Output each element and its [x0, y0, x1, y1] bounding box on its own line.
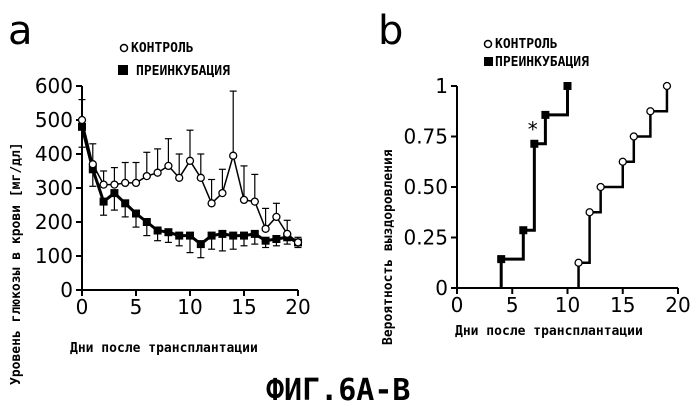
control-point — [122, 179, 129, 186]
legend-control-marker — [121, 45, 128, 52]
panel-b-y-tick-label: 0.75 — [403, 125, 448, 149]
preinc-point — [240, 232, 248, 240]
control-point — [619, 158, 626, 165]
preinc-point — [132, 210, 140, 218]
control-step-line — [579, 86, 667, 288]
preinc-point — [197, 240, 205, 248]
panel-a: a КОНТРОЛЬ ПРЕИНКУБАЦИЯ 0510152001002003… — [8, 8, 311, 385]
legend-b-control-marker — [485, 41, 492, 48]
legend-b-preinc-marker — [484, 57, 493, 66]
panel-a-y-tick-label: 200 — [35, 210, 73, 234]
panel-b-series — [497, 82, 670, 288]
preinc-point — [154, 227, 162, 235]
preinc-point — [497, 255, 505, 263]
preinc-point — [519, 226, 527, 234]
panel-b: b КОНТРОЛЬ ПРЕИНКУБАЦИЯ 0 5 10 15 20 0 0.25 0.5… — [378, 8, 691, 345]
preinc-point — [186, 232, 194, 240]
legend-control-label: КОНТРОЛЬ — [131, 41, 194, 56]
preinc-point — [541, 111, 549, 119]
control-point — [630, 133, 637, 140]
legend-b-control-label: КОНТРОЛЬ — [495, 37, 558, 52]
preinc-point — [251, 230, 259, 238]
panel-b-x-tick-label: 15 — [610, 293, 635, 317]
control-point — [575, 259, 582, 266]
control-point — [284, 230, 291, 237]
control-point — [165, 162, 172, 169]
panel-a-x-tick-label: 15 — [231, 295, 256, 319]
legend-b-preinc-label: ПРЕИНКУБАЦИЯ — [495, 55, 589, 70]
control-point — [79, 117, 86, 124]
legend-preinc-marker — [118, 65, 128, 75]
significance-asterisk: * — [528, 117, 538, 141]
preinc-step-line — [501, 86, 567, 288]
control-point — [262, 225, 269, 232]
panel-b-x-tick-label: 0 — [451, 293, 464, 317]
control-point — [586, 209, 593, 216]
panel-a-series — [78, 91, 302, 258]
panel-b-legend: КОНТРОЛЬ ПРЕИНКУБАЦИЯ — [484, 37, 589, 70]
control-point — [111, 181, 118, 188]
panel-b-y-tick-label: 0.25 — [403, 226, 448, 250]
control-point — [219, 190, 226, 197]
control-point — [133, 179, 140, 186]
panel-b-letter: b — [378, 8, 403, 54]
control-point — [230, 152, 237, 159]
control-point — [647, 108, 654, 115]
preinc-point — [208, 232, 216, 240]
preinc-point — [262, 237, 270, 245]
panel-a-axes: 051015200100200300400500600 — [35, 74, 311, 319]
panel-a-y-tick-label: 300 — [35, 176, 73, 200]
preinc-point — [564, 82, 572, 90]
control-point — [663, 83, 670, 90]
figure-caption: ФИГ.6А-В — [266, 373, 411, 408]
control-point — [176, 174, 183, 181]
panel-b-xlabel: Дни после трансплантации — [455, 324, 643, 339]
preinc-point — [110, 189, 118, 197]
control-point — [295, 239, 302, 246]
panel-a-x-tick-label: 0 — [76, 295, 89, 319]
preinc-point — [229, 232, 237, 240]
panel-b-y-tick-label: 0.50 — [403, 175, 448, 199]
panel-a-ylabel: Уровень глюкозы в крови [мг/дл] — [9, 142, 24, 385]
panel-a-letter: a — [8, 8, 33, 54]
control-point — [187, 157, 194, 164]
panel-a-x-tick-label: 10 — [177, 295, 202, 319]
panel-b-y-tick-label: 1 — [435, 74, 448, 98]
panel-a-y-tick-label: 400 — [35, 142, 73, 166]
panel-a-x-tick-label: 20 — [285, 295, 310, 319]
panel-b-x-tick-label: 20 — [665, 293, 690, 317]
preinc-point — [175, 232, 183, 240]
panel-b-x-tick-label: 5 — [506, 293, 519, 317]
panel-a-xlabel: Дни после трансплантации — [70, 341, 258, 356]
control-point — [251, 198, 258, 205]
panel-a-y-tick-label: 100 — [35, 244, 73, 268]
panel-b-y-tick-label: 0 — [435, 276, 448, 300]
control-point — [208, 200, 215, 207]
preinc-point — [121, 199, 129, 207]
legend-preinc-label: ПРЕИНКУБАЦИЯ — [136, 64, 230, 79]
panel-b-ylabel: Вероятность выздоровления — [381, 149, 396, 345]
preinc-point — [143, 218, 151, 226]
preinc-point — [164, 228, 172, 236]
control-point — [197, 174, 204, 181]
panel-a-y-tick-label: 500 — [35, 108, 73, 132]
control-point — [154, 169, 161, 176]
preinc-point — [272, 235, 280, 243]
control-point — [89, 161, 96, 168]
preinc-point — [100, 198, 108, 206]
control-point — [100, 181, 107, 188]
control-point — [597, 184, 604, 191]
panel-a-y-tick-label: 600 — [35, 74, 73, 98]
preinc-point — [218, 230, 226, 238]
panel-b-x-tick-label: 10 — [555, 293, 580, 317]
panel-a-x-tick-label: 5 — [130, 295, 143, 319]
control-point — [273, 213, 280, 220]
control-point — [143, 173, 150, 180]
control-point — [241, 196, 248, 203]
panel-a-y-tick-label: 0 — [60, 278, 73, 302]
panel-a-legend: КОНТРОЛЬ ПРЕИНКУБАЦИЯ — [118, 41, 230, 79]
